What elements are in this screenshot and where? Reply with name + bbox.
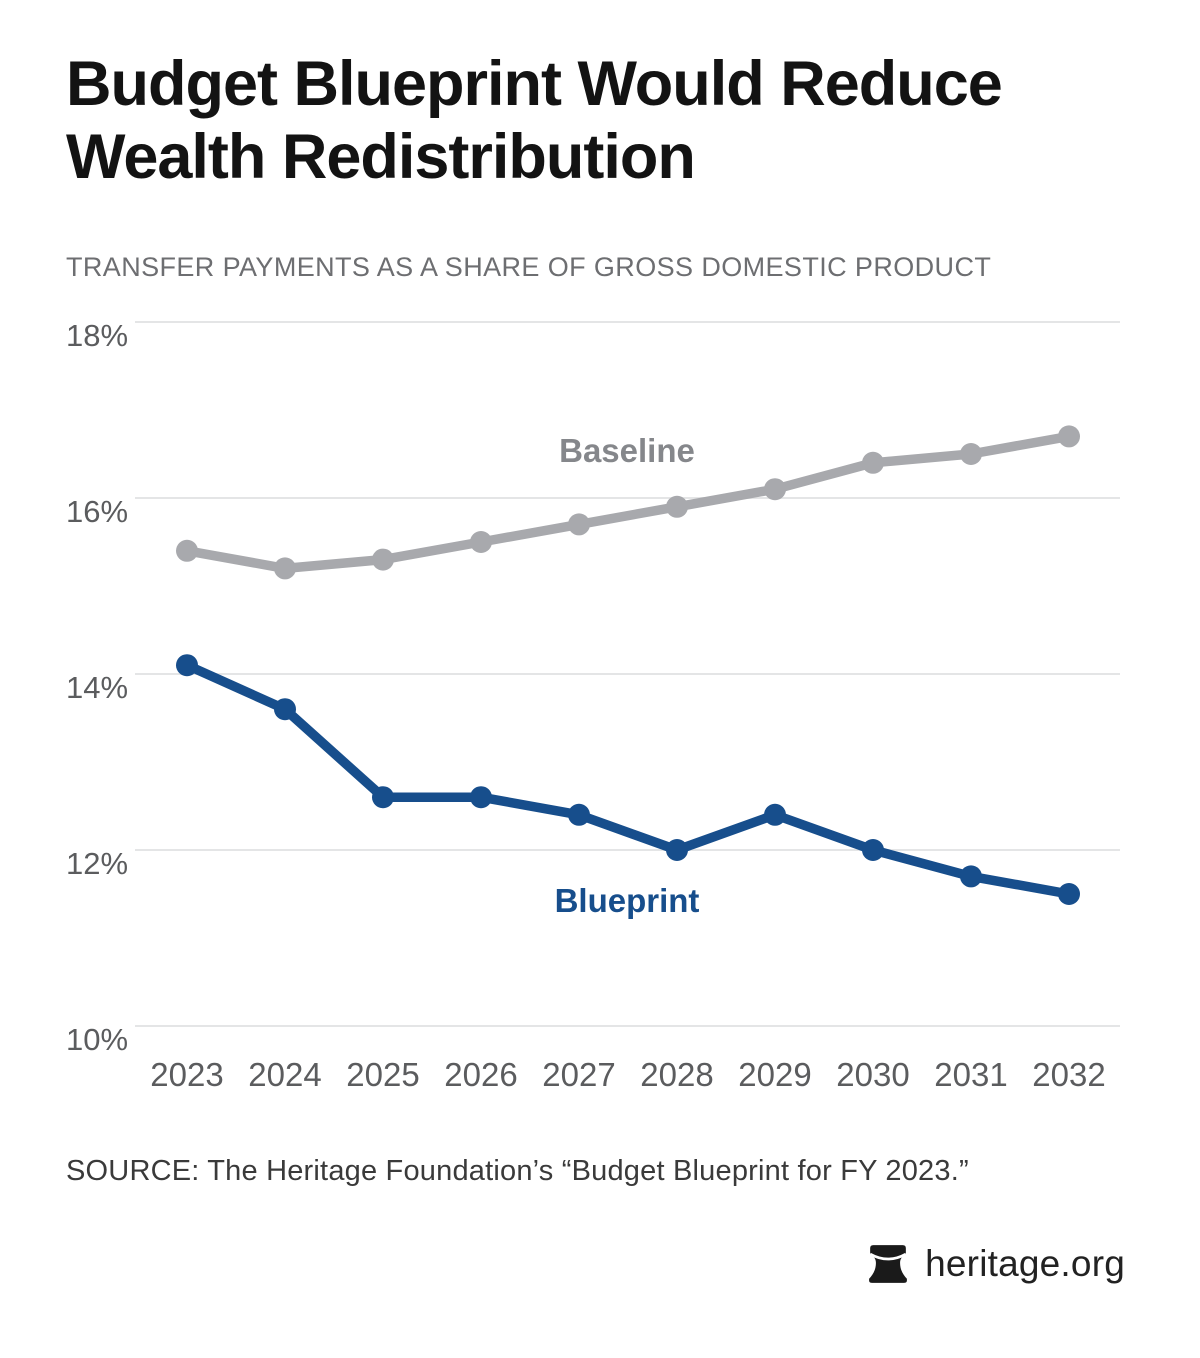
data-point-blueprint <box>1058 883 1080 905</box>
page-title-line2: Wealth Redistribution <box>66 122 696 193</box>
source-note: SOURCE: The Heritage Foundation’s “Budge… <box>66 1155 969 1187</box>
data-point-baseline <box>1058 425 1080 448</box>
series-label-baseline: Baseline <box>559 432 695 469</box>
x-tick-label: 2031 <box>934 1056 1007 1093</box>
data-point-baseline <box>764 478 786 501</box>
y-tick-label: 16% <box>66 494 128 529</box>
data-point-blueprint <box>960 865 982 888</box>
x-tick-label: 2030 <box>836 1056 909 1093</box>
footer: heritage.org <box>867 1243 1125 1285</box>
data-point-baseline <box>176 539 198 562</box>
x-tick-label: 2026 <box>444 1056 517 1093</box>
x-tick-label: 2024 <box>248 1056 321 1093</box>
liberty-bell-icon <box>867 1243 909 1285</box>
site-label: heritage.org <box>925 1243 1125 1284</box>
data-point-blueprint <box>372 786 394 809</box>
y-tick-label: 14% <box>66 670 128 705</box>
data-point-blueprint <box>568 803 590 826</box>
x-tick-label: 2029 <box>738 1056 811 1093</box>
y-tick-label: 10% <box>66 1022 128 1057</box>
y-tick-label: 12% <box>66 846 128 881</box>
page-title-line1: Budget Blueprint Would Reduce <box>66 49 1003 119</box>
x-tick-label: 2027 <box>542 1056 615 1093</box>
data-point-blueprint <box>862 839 884 861</box>
data-point-blueprint <box>470 786 492 809</box>
x-tick-label: 2028 <box>640 1056 713 1093</box>
data-point-baseline <box>470 531 492 553</box>
data-point-baseline <box>274 557 296 580</box>
chart-subtitle: TRANSFER PAYMENTS AS A SHARE OF GROSS DO… <box>66 252 992 282</box>
data-point-blueprint <box>274 698 296 721</box>
data-point-baseline <box>666 495 688 518</box>
data-point-blueprint <box>666 839 688 861</box>
y-tick-label: 18% <box>66 318 128 353</box>
x-tick-label: 2032 <box>1032 1056 1105 1093</box>
x-tick-label: 2025 <box>346 1056 419 1093</box>
x-tick-label: 2023 <box>150 1056 223 1093</box>
data-point-baseline <box>568 513 590 536</box>
page-title: Budget Blueprint Would Reduce Wealth Redi… <box>66 48 1003 194</box>
data-point-baseline <box>862 451 884 474</box>
data-point-baseline <box>372 548 394 571</box>
data-point-baseline <box>960 443 982 465</box>
data-point-blueprint <box>176 654 198 677</box>
series-line-blueprint <box>182 660 1074 899</box>
series-line-baseline <box>182 431 1074 574</box>
series-label-blueprint: Blueprint <box>554 882 700 919</box>
data-point-blueprint <box>764 803 786 826</box>
